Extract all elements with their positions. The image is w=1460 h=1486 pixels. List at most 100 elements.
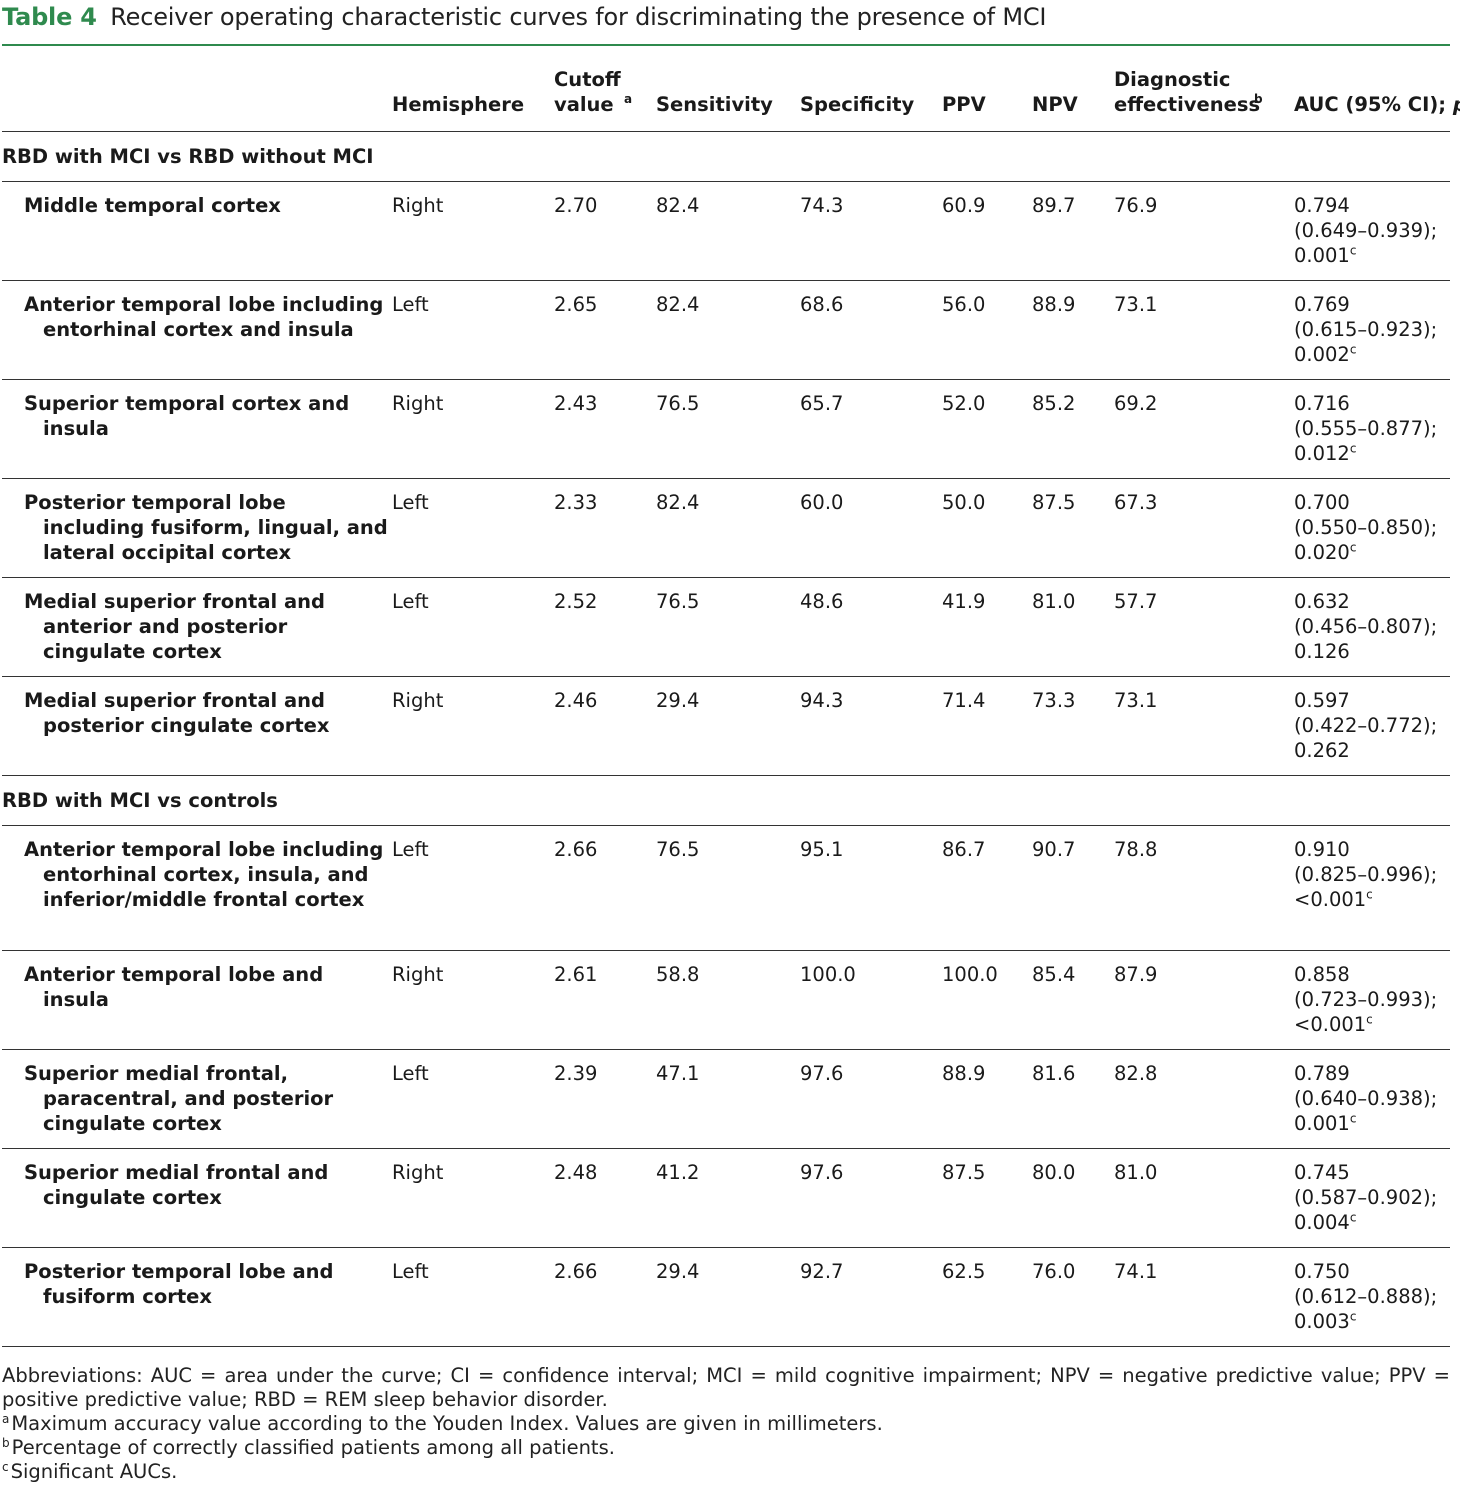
ppv-cell: 86.7 [942,825,1032,951]
footnote-b: b Percentage of correctly classified pati… [2,1436,1450,1460]
auc-value: 0.794 [1294,193,1450,218]
npv-cell: 73.3 [1032,676,1114,776]
section-title: RBD with MCI vs controls [2,775,1450,826]
header-auc-label: AUC (95% CI); [1294,93,1453,116]
table-footnotes: Abbreviations: AUC = area under the curv… [2,1364,1450,1484]
hemisphere-cell: Left [392,825,554,951]
auc-ci: (0.550–0.850); [1294,515,1450,540]
auc-value-text: 0.789 [1294,1062,1350,1085]
region-cell: Superior medial frontal and cingulate co… [2,1148,392,1248]
sensitivity-cell: 76.5 [656,577,800,677]
auc-p-value: 0.020c [1294,540,1450,565]
hemisphere-cell: Right [392,676,554,776]
header-specificity: Specificity [800,46,942,132]
footnote-text: Significant AUCs. [10,1460,178,1483]
auc-p-value-text: 0.001 [1294,1112,1350,1135]
table-row: Superior medial frontal, paracentral, an… [2,1049,1450,1149]
table-row: Anterior temporal lobe and insula Right 2.… [2,950,1450,1050]
section-row: RBD with MCI vs controls [2,775,1450,826]
auc-cell: 0.700 (0.550–0.850); 0.020c [1294,478,1450,578]
footnote-mark: b [2,1435,10,1450]
diagnostic-cell: 81.0 [1114,1148,1294,1248]
footnote-mark-c: c [1349,243,1357,258]
auc-ci: (0.723–0.993); [1294,987,1450,1012]
cutoff-cell: 2.43 [554,379,656,479]
auc-cell: 0.745 (0.587–0.902); 0.004c [1294,1148,1450,1248]
footnote-mark: c [2,1459,9,1474]
auc-p-value-text: 0.262 [1294,739,1350,762]
auc-p-value-text: 0.004 [1294,1211,1350,1234]
region-cell: Anterior temporal lobe including entorhi… [2,280,392,380]
auc-ci: (0.422–0.772); [1294,713,1450,738]
ppv-cell: 88.9 [942,1049,1032,1149]
sensitivity-cell: 82.4 [656,478,800,578]
sensitivity-cell: 29.4 [656,1247,800,1347]
auc-value-text: 0.632 [1294,590,1350,613]
header-cutoff: Cutoff value a [554,46,656,132]
hemisphere-cell: Left [392,1049,554,1149]
npv-cell: 76.0 [1032,1247,1114,1347]
header-npv: NPV [1032,46,1114,132]
footnote-mark-c: c [1366,887,1373,902]
npv-cell: 81.0 [1032,577,1114,677]
abbreviations-note: Abbreviations: AUC = area under the curv… [2,1364,1450,1411]
auc-ci-text: (0.825–0.996); [1294,863,1438,886]
region-cell: Anterior temporal lobe including entorhi… [2,825,392,951]
auc-p-value: 0.012c [1294,441,1450,466]
table-caption: Table 4 Receiver operating characteristi… [2,0,1450,44]
auc-p-value: <0.001c [1294,1012,1450,1037]
auc-value-text: 0.700 [1294,491,1350,514]
caption-rule [2,44,1450,46]
auc-p-value: 0.002c [1294,342,1450,367]
hemisphere-cell: Right [392,181,554,281]
npv-cell: 87.5 [1032,478,1114,578]
cutoff-cell: 2.61 [554,950,656,1050]
hemisphere-cell: Right [392,379,554,479]
auc-ci-text: (0.550–0.850); [1294,516,1438,539]
auc-cell: 0.632 (0.456–0.807); 0.126 [1294,577,1450,677]
auc-cell: 0.750 (0.612–0.888); 0.003c [1294,1247,1450,1347]
table-row: Posterior temporal lobe and fusiform cor… [2,1247,1450,1347]
auc-p-value-text: <0.001 [1294,1013,1367,1036]
npv-cell: 89.7 [1032,181,1114,281]
cutoff-cell: 2.66 [554,1247,656,1347]
auc-ci-text: (0.615–0.923); [1294,318,1438,341]
table-row: Medial superior frontal and anterior and… [2,577,1450,677]
auc-ci-text: (0.723–0.993); [1294,988,1438,1011]
sensitivity-cell: 76.5 [656,379,800,479]
auc-value-text: 0.858 [1294,963,1350,986]
auc-p-value-text: <0.001 [1294,888,1367,911]
auc-value: 0.597 [1294,688,1450,713]
ppv-cell: 100.0 [942,950,1032,1050]
ppv-cell: 56.0 [942,280,1032,380]
auc-p-value-text: 0.003 [1294,1310,1350,1333]
specificity-cell: 97.6 [800,1049,942,1149]
diagnostic-cell: 73.1 [1114,280,1294,380]
auc-cell: 0.716 (0.555–0.877); 0.012c [1294,379,1450,479]
npv-cell: 81.6 [1032,1049,1114,1149]
auc-value-text: 0.597 [1294,689,1350,712]
sensitivity-cell: 82.4 [656,181,800,281]
specificity-cell: 68.6 [800,280,942,380]
ppv-cell: 62.5 [942,1247,1032,1347]
table-row: Middle temporal cortex Right 2.70 82.4 74.3 6… [2,181,1450,281]
header-diagnostic-label: Diagnostic effectiveness [1114,68,1261,116]
sensitivity-cell: 29.4 [656,676,800,776]
auc-value: 0.769 [1294,292,1450,317]
header-ppv: PPV [942,46,1032,132]
auc-value: 0.910 [1294,837,1450,862]
specificity-cell: 74.3 [800,181,942,281]
cutoff-cell: 2.39 [554,1049,656,1149]
auc-ci: (0.649–0.939); [1294,218,1450,243]
auc-value-text: 0.750 [1294,1260,1350,1283]
auc-cell: 0.769 (0.615–0.923); 0.002c [1294,280,1450,380]
diagnostic-cell: 69.2 [1114,379,1294,479]
region-cell: Anterior temporal lobe and insula [2,950,392,1050]
ppv-cell: 41.9 [942,577,1032,677]
specificity-cell: 65.7 [800,379,942,479]
table-body: RBD with MCI vs RBD without MCI Middle te… [2,131,1450,1347]
footnote-mark-c: c [1349,540,1357,555]
auc-p-value-text: 0.002 [1294,343,1350,366]
diagnostic-cell: 67.3 [1114,478,1294,578]
section-title: RBD with MCI vs RBD without MCI [2,131,1450,182]
